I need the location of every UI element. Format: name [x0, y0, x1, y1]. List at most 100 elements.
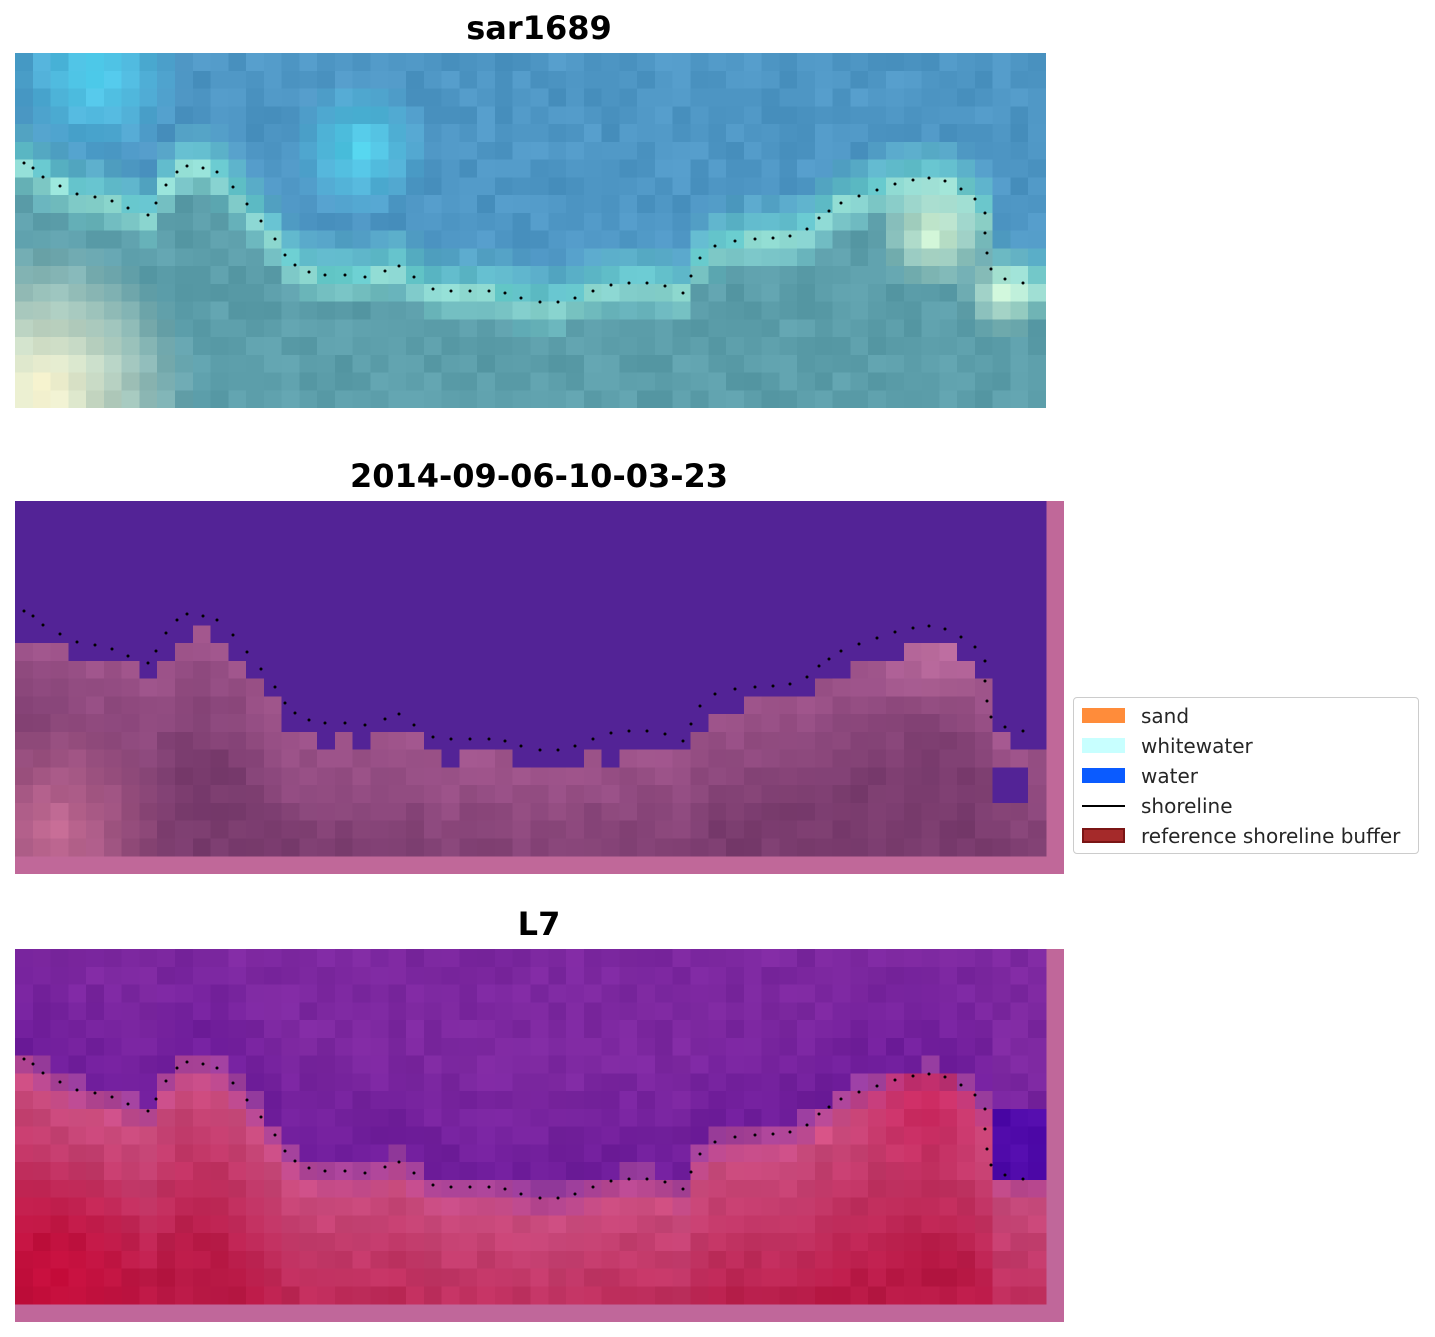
index-pixel	[939, 1179, 958, 1199]
shoreline-point	[41, 623, 45, 627]
index-pixel	[761, 966, 780, 986]
shoreline-point	[164, 1079, 168, 1083]
classified-pixel	[939, 501, 958, 520]
shoreline-point	[645, 729, 649, 733]
index-pixel	[1010, 1215, 1029, 1234]
index-pixel	[228, 1162, 247, 1181]
index-pixel	[441, 1055, 460, 1074]
index-pixel	[459, 1020, 478, 1039]
image-pixel	[103, 230, 123, 249]
index-pixel	[406, 1233, 425, 1252]
classified-pixel	[619, 785, 638, 804]
shoreline-point	[93, 643, 97, 647]
index-pixel	[1028, 984, 1047, 1003]
index-pixel	[566, 1055, 585, 1074]
image-pixel	[317, 319, 336, 338]
index-pixel	[690, 1233, 709, 1252]
classified-pixel	[512, 767, 532, 786]
index-pixel	[228, 1215, 247, 1234]
classified-pixel	[512, 714, 532, 733]
shoreline-point	[609, 1179, 613, 1183]
index-pixel	[299, 1020, 318, 1039]
image-pixel	[957, 141, 976, 161]
classified-pixel	[548, 767, 567, 786]
index-pixel	[406, 1268, 425, 1287]
index-pixel	[263, 1073, 283, 1092]
image-pixel	[921, 248, 940, 267]
index-pixel	[281, 1197, 301, 1216]
classified-pixel	[210, 501, 229, 520]
index-pixel	[228, 949, 247, 968]
classified-pixel	[992, 501, 1012, 520]
index-pixel	[637, 1233, 656, 1252]
classified-pixel	[619, 714, 638, 733]
classified-pixel	[743, 749, 763, 768]
index-pixel	[886, 1268, 905, 1287]
classified-pixel	[654, 518, 674, 538]
image-pixel	[86, 141, 105, 161]
classified-pixel	[441, 501, 460, 520]
image-pixel	[530, 53, 549, 72]
classified-pixel	[814, 802, 834, 822]
image-pixel	[406, 177, 425, 196]
classified-pixel	[86, 518, 105, 538]
index-pixel	[121, 1020, 141, 1039]
classified-pixel	[157, 714, 176, 733]
classified-pixel	[210, 802, 229, 822]
index-pixel	[850, 1286, 869, 1305]
index-pixel	[868, 1020, 887, 1039]
image-pixel	[832, 159, 852, 178]
index-pixel	[654, 1108, 674, 1128]
image-pixel	[15, 283, 34, 303]
image-pixel	[352, 248, 372, 267]
classified-pixel	[654, 625, 674, 644]
classified-pixel	[86, 643, 105, 662]
classified-pixel	[139, 767, 158, 786]
classified-pixel	[334, 785, 354, 804]
index-pixel	[317, 1073, 336, 1092]
index-pixel	[246, 1144, 265, 1163]
image-pixel	[548, 390, 567, 408]
index-pixel	[334, 1144, 354, 1163]
classified-pixel	[903, 838, 923, 857]
classified-pixel	[32, 607, 52, 626]
classified-pixel	[281, 678, 301, 697]
image-pixel	[1028, 124, 1046, 143]
image-pixel	[352, 106, 372, 125]
image-pixel	[121, 106, 141, 125]
classified-pixel	[921, 696, 940, 715]
shoreline-point	[397, 264, 401, 268]
index-pixel	[210, 1020, 229, 1039]
index-pixel	[32, 1179, 52, 1199]
image-pixel	[174, 354, 194, 374]
index-pixel	[637, 1055, 656, 1074]
index-pixel	[637, 1179, 656, 1199]
index-pixel	[263, 1020, 283, 1039]
image-pixel	[121, 159, 141, 178]
classified-pixel	[494, 660, 514, 680]
classified-pixel	[832, 607, 852, 626]
shoreline-point	[771, 1132, 775, 1136]
classified-pixel	[192, 767, 212, 786]
image-pixel	[761, 70, 780, 90]
image-pixel	[299, 53, 318, 72]
classified-pixel	[850, 767, 869, 786]
shoreline-point	[663, 732, 667, 736]
index-pixel	[548, 1250, 567, 1270]
classified-pixel	[530, 820, 549, 839]
index-pixel	[832, 1037, 852, 1057]
image-pixel	[832, 372, 852, 391]
classified-pixel	[121, 785, 141, 804]
index-pixel	[246, 1126, 265, 1145]
image-pixel	[654, 283, 674, 303]
index-pixel	[743, 1162, 763, 1181]
classified-pixel	[334, 607, 354, 626]
classified-pixel	[192, 572, 212, 591]
image-pixel	[779, 212, 798, 232]
image-pixel	[939, 319, 958, 338]
classified-pixel	[619, 802, 638, 822]
classified-pixel	[637, 607, 656, 626]
classified-pixel	[690, 625, 709, 644]
shoreline-point	[259, 219, 263, 223]
index-pixel	[974, 1179, 994, 1199]
